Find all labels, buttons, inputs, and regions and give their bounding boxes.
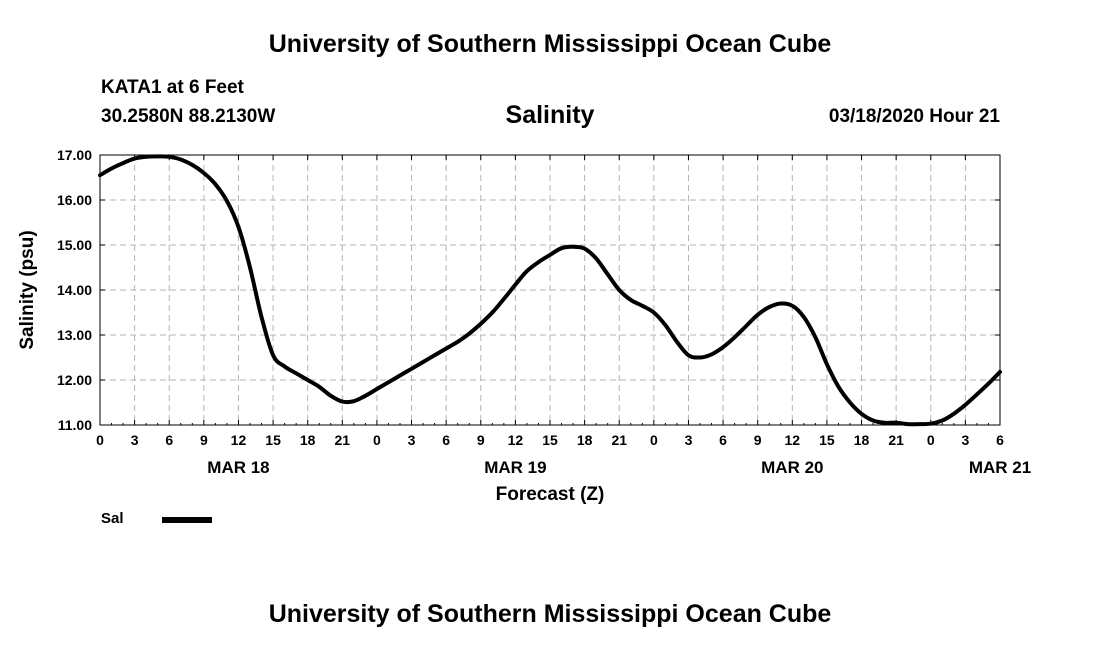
chart-title: Salinity xyxy=(505,101,595,129)
x-tick-label: 6 xyxy=(442,432,450,448)
x-tick-label: 0 xyxy=(927,432,935,448)
x-tick-label: 3 xyxy=(408,432,416,448)
x-tick-label: 0 xyxy=(650,432,658,448)
grid-lines xyxy=(100,155,1000,425)
x-tick-label: 9 xyxy=(200,432,208,448)
x-tick-label: 15 xyxy=(819,432,835,448)
y-tick-label: 12.00 xyxy=(57,372,92,388)
x-tick-label: 3 xyxy=(131,432,139,448)
x-tick-label: 6 xyxy=(719,432,727,448)
x-tick-label: 3 xyxy=(685,432,693,448)
x-axis-label: Forecast (Z) xyxy=(496,484,605,505)
x-tick-label: 15 xyxy=(265,432,281,448)
x-tick-label: 15 xyxy=(542,432,558,448)
y-tick-label: 16.00 xyxy=(57,192,92,208)
x-tick-label: 21 xyxy=(611,432,627,448)
y-tick-label: 17.00 xyxy=(57,147,92,163)
x-ticks: 0 3 6 9 12 15 18 21 0 3 6 9 12 15 18 21 0 3 6 9 12 15 18 21 0 3 6 M… xyxy=(96,155,1031,477)
legend-line-swatch xyxy=(162,517,212,523)
x-tick-label: 9 xyxy=(477,432,485,448)
y-axis-label: Salinity (psu) xyxy=(17,230,38,349)
date-label: MAR 19 xyxy=(484,458,546,477)
x-tick-label: 21 xyxy=(335,432,351,448)
y-ticks: 11.00 12.00 13.00 14.00 15.00 16.00 17.00 xyxy=(57,147,1000,433)
station-name: KATA1 at 6 Feet xyxy=(101,77,244,98)
date-label: MAR 18 xyxy=(207,458,269,477)
x-tick-label: 0 xyxy=(96,432,104,448)
x-tick-label: 12 xyxy=(508,432,524,448)
x-tick-label: 3 xyxy=(961,432,969,448)
x-tick-label: 18 xyxy=(577,432,593,448)
x-tick-label: 6 xyxy=(165,432,173,448)
station-coords: 30.2580N 88.2130W xyxy=(101,106,276,127)
x-tick-label: 0 xyxy=(373,432,381,448)
series-group xyxy=(98,154,1002,427)
x-tick-label: 18 xyxy=(854,432,870,448)
x-tick-label: 18 xyxy=(300,432,316,448)
x-tick-label: 12 xyxy=(231,432,247,448)
y-tick-label: 11.00 xyxy=(58,417,92,433)
legend-label: Sal xyxy=(101,510,124,527)
x-tick-label: 21 xyxy=(888,432,904,448)
issue-time: 03/18/2020 Hour 21 xyxy=(828,106,1000,127)
x-tick-label: 9 xyxy=(754,432,762,448)
y-tick-label: 14.00 xyxy=(57,282,92,298)
bottom-title: University of Southern Mississippi Ocean… xyxy=(268,600,832,628)
x-tick-label: 12 xyxy=(785,432,801,448)
date-label: MAR 21 xyxy=(969,458,1031,477)
top-title: University of Southern Mississippi Ocean… xyxy=(268,30,832,58)
y-tick-label: 15.00 xyxy=(57,237,92,253)
x-tick-label: 6 xyxy=(996,432,1004,448)
series-line-sal xyxy=(98,154,1002,427)
date-label: MAR 20 xyxy=(761,458,823,477)
y-tick-label: 13.00 xyxy=(57,327,92,343)
